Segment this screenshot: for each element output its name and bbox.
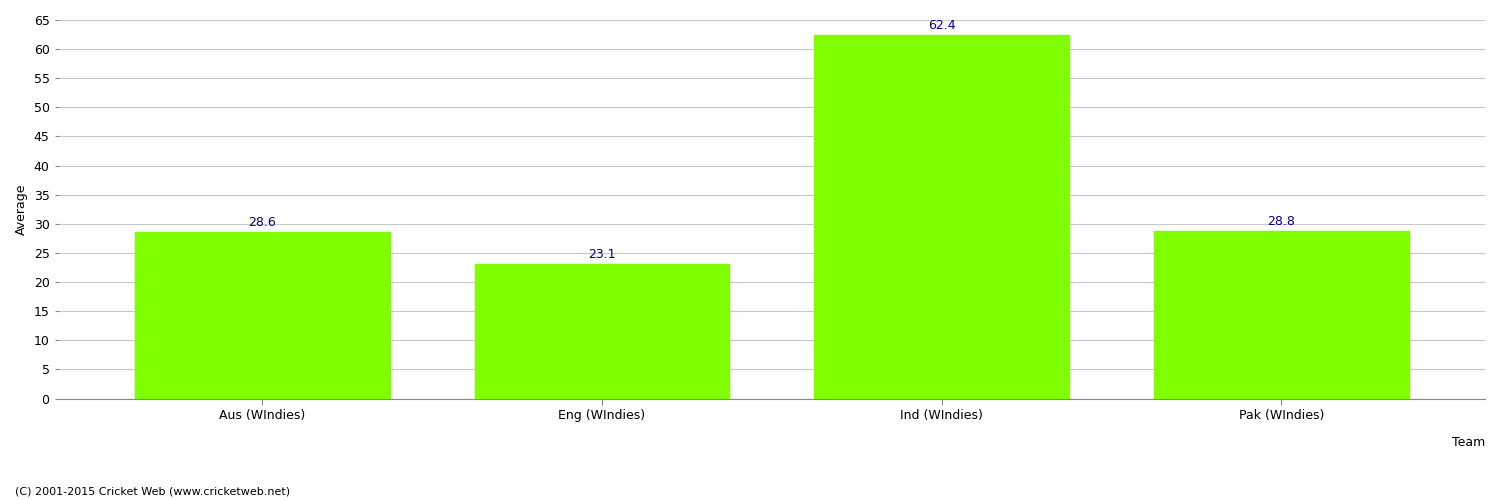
- Bar: [474, 264, 729, 398]
- Bar: [135, 232, 390, 398]
- Text: 23.1: 23.1: [588, 248, 616, 261]
- Text: Team: Team: [1452, 436, 1485, 450]
- Bar: [815, 35, 1070, 399]
- Text: 62.4: 62.4: [928, 19, 956, 32]
- Bar: [1154, 231, 1408, 398]
- Text: 28.8: 28.8: [1268, 215, 1294, 228]
- Text: (C) 2001-2015 Cricket Web (www.cricketweb.net): (C) 2001-2015 Cricket Web (www.cricketwe…: [15, 487, 290, 497]
- Y-axis label: Average: Average: [15, 184, 28, 235]
- Text: 28.6: 28.6: [249, 216, 276, 229]
